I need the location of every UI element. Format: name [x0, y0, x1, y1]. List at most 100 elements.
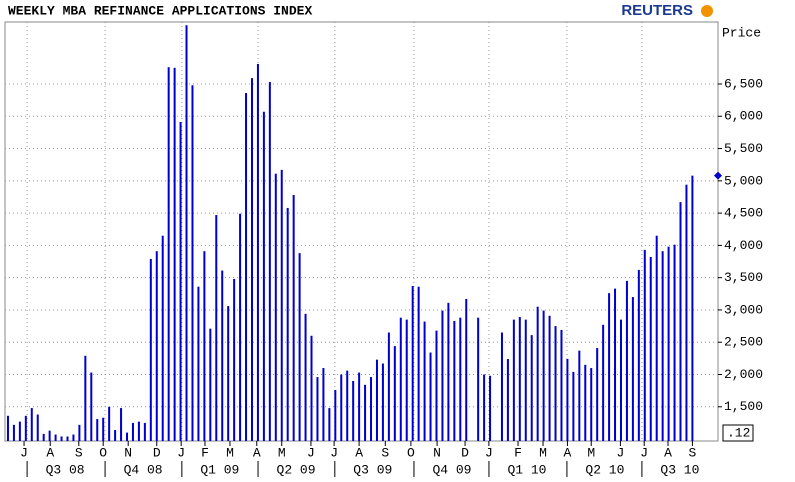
bar — [90, 372, 93, 441]
bar — [352, 380, 355, 441]
quarter-label: Q4 09 — [432, 462, 471, 477]
bar — [6, 415, 9, 441]
bar — [96, 419, 99, 441]
bar — [36, 414, 39, 441]
bar — [292, 195, 295, 441]
y-tick-label: 2,500 — [724, 335, 763, 350]
bar — [465, 298, 468, 441]
y-tick-label: 2,000 — [724, 367, 763, 382]
bar — [578, 350, 581, 441]
bar — [30, 408, 33, 441]
chart-title: WEEKLY MBA REFINANCE APPLICATIONS INDEX — [8, 3, 312, 18]
bar — [489, 375, 492, 441]
bar — [447, 302, 450, 441]
x-tick-label: M — [587, 445, 595, 460]
bar — [268, 82, 271, 442]
bar — [233, 278, 236, 441]
bar — [637, 269, 640, 441]
x-tick-label: J — [616, 445, 624, 460]
bar — [631, 297, 634, 441]
bar — [691, 175, 694, 441]
bar — [316, 377, 319, 441]
bar — [60, 436, 63, 441]
x-tick-label: J — [20, 445, 28, 460]
x-tick-label: D — [153, 445, 161, 460]
x-tick-label: A — [253, 445, 261, 460]
bar — [334, 389, 337, 441]
x-tick-label: J — [640, 445, 648, 460]
bar — [42, 433, 45, 441]
bar — [191, 85, 194, 441]
bar — [405, 319, 408, 441]
bar — [66, 436, 69, 441]
bar — [679, 202, 682, 441]
corner-label: .12 — [727, 425, 750, 440]
quarter-label: Q2 10 — [585, 462, 624, 477]
x-tick-label: D — [461, 445, 469, 460]
quarter-label: Q3 10 — [660, 462, 699, 477]
bar — [358, 372, 361, 441]
bar — [524, 319, 527, 441]
bar — [48, 430, 51, 441]
quarter-label: Q1 10 — [507, 462, 546, 477]
corner-box — [722, 424, 754, 442]
x-tick-label: M — [278, 445, 286, 460]
y-tick-label: 3,000 — [724, 302, 763, 317]
bar — [649, 257, 652, 441]
bar — [417, 286, 420, 441]
bar — [387, 332, 390, 441]
bar — [72, 434, 75, 441]
x-tick-label: J — [330, 445, 338, 460]
x-tick-label: J — [177, 445, 185, 460]
bar — [453, 320, 456, 441]
plot-frame — [4, 21, 719, 442]
x-tick-label: A — [46, 445, 54, 460]
x-tick-label: J — [485, 445, 493, 460]
bar — [137, 421, 140, 441]
bar — [215, 215, 218, 441]
y-axis-label: Price — [722, 25, 761, 40]
bar — [262, 111, 265, 442]
bar — [512, 319, 515, 441]
bar — [667, 246, 670, 441]
bar — [375, 359, 378, 441]
bar — [590, 368, 593, 441]
quarter-label: Q3 09 — [353, 462, 392, 477]
bar — [256, 63, 259, 441]
bar — [102, 417, 105, 441]
bar — [619, 319, 622, 441]
bar — [441, 310, 444, 441]
bar — [530, 335, 533, 441]
bar — [459, 317, 462, 441]
bar — [346, 370, 349, 441]
bar — [661, 251, 664, 441]
bar — [131, 422, 134, 441]
bar — [685, 184, 688, 442]
logo: REUTERS — [621, 2, 693, 19]
y-tick-label: 4,500 — [724, 206, 763, 221]
bar — [250, 78, 253, 441]
bar — [673, 244, 676, 441]
quarter-label: Q3 08 — [46, 462, 85, 477]
x-tick-label: F — [201, 445, 209, 460]
bar — [185, 25, 188, 442]
bar — [614, 288, 617, 441]
y-tick-label: 6,000 — [724, 109, 763, 124]
bar — [364, 384, 367, 441]
bar — [18, 421, 21, 441]
bar — [322, 368, 325, 441]
bar — [286, 207, 289, 441]
x-tick-label: F — [514, 445, 522, 460]
bar — [149, 258, 152, 441]
bar — [584, 364, 587, 441]
bar — [542, 310, 545, 441]
x-tick-label: A — [564, 445, 572, 460]
bar — [435, 330, 438, 441]
y-tick-label: 5,500 — [724, 141, 763, 156]
bar — [328, 408, 331, 441]
bar — [114, 430, 117, 441]
bar — [155, 251, 158, 441]
bar — [477, 317, 480, 441]
bar — [310, 335, 313, 441]
bar — [280, 169, 283, 442]
